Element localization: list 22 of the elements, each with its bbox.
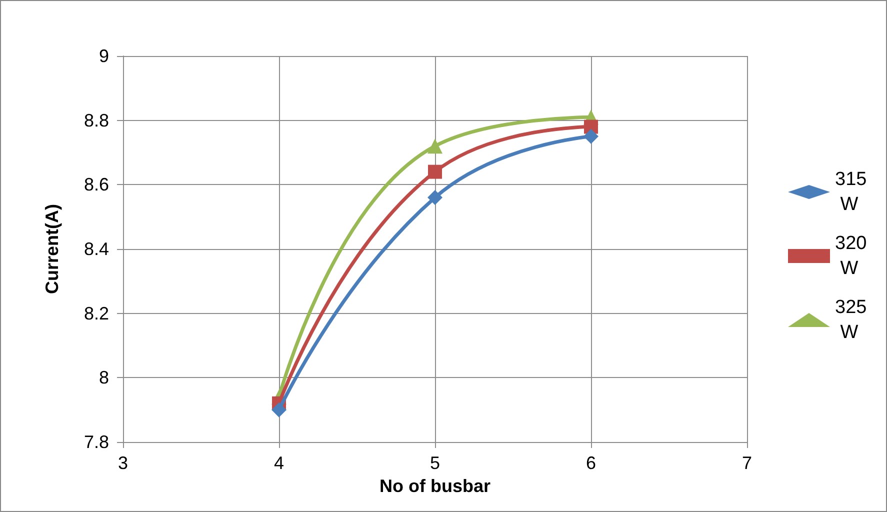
point: [428, 164, 442, 179]
x-tick-label: 4: [274, 453, 284, 473]
y-tick-label: 8.4: [84, 239, 109, 259]
point: [272, 402, 286, 418]
legend-label: 325 W: [835, 297, 867, 343]
point: [428, 190, 442, 206]
legend-label: 315 W: [835, 169, 867, 215]
y-tick-label: 7.8: [84, 432, 109, 452]
point: [428, 138, 442, 154]
x-tick-label: 5: [430, 453, 440, 473]
y-tick-label: 8.8: [84, 110, 109, 130]
y-axis-title: Current(A): [42, 204, 62, 294]
y-tick-label: 9: [98, 46, 109, 66]
x-tick-label: 3: [118, 453, 128, 473]
legend-label: 320 W: [835, 233, 867, 279]
x-axis-title: No of busbar: [380, 476, 490, 496]
y-tick-label: 8.6: [84, 174, 109, 195]
x-tick-label: 6: [586, 453, 596, 473]
y-tick-label: 8: [98, 368, 109, 388]
y-tick-label: 8.2: [84, 303, 109, 324]
point: [584, 128, 598, 144]
x-tick-label: 7: [742, 453, 752, 473]
